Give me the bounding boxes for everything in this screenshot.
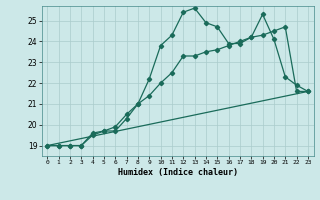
- X-axis label: Humidex (Indice chaleur): Humidex (Indice chaleur): [118, 168, 237, 177]
